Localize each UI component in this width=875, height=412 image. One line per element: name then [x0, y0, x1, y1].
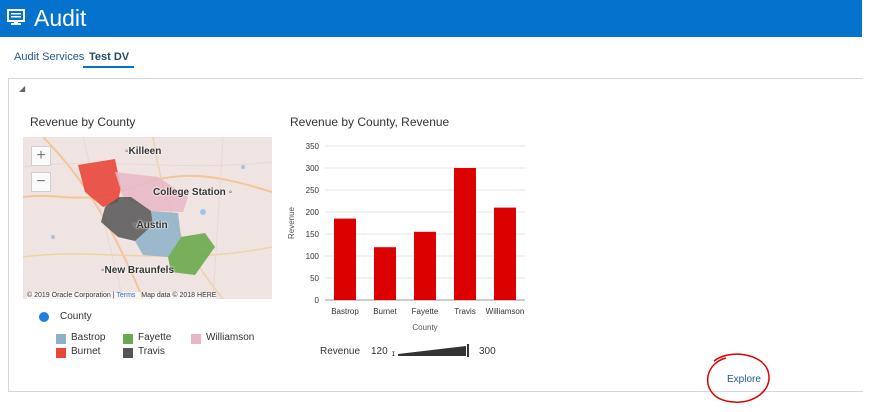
- bar-bastrop[interactable]: [334, 218, 356, 300]
- red-circle-annotation: [706, 353, 770, 403]
- county-travis[interactable]: [101, 197, 153, 241]
- app-header: Audit: [0, 0, 862, 37]
- legend-county-icon: [39, 312, 49, 322]
- legend-swatch-williamson: [191, 334, 201, 344]
- county-fayette[interactable]: [168, 233, 215, 275]
- county-burnet[interactable]: [78, 159, 121, 207]
- bar-travis[interactable]: [454, 168, 476, 300]
- x-tick-label: Burnet: [373, 307, 397, 316]
- active-tab-indicator: [83, 66, 134, 68]
- explore-link[interactable]: Explore: [727, 374, 761, 385]
- legend-item-fayette[interactable]: Fayette: [138, 332, 172, 343]
- legend-swatch-fayette: [123, 334, 133, 344]
- range-min: 120: [371, 346, 388, 357]
- tab-audit-services[interactable]: Audit Services: [14, 51, 85, 63]
- bar-burnet[interactable]: [374, 247, 396, 300]
- y-tick-label: 150: [306, 230, 320, 239]
- app-title: Audit: [34, 5, 87, 31]
- legend-item-bastrop[interactable]: Bastrop: [71, 332, 106, 343]
- y-tick-label: 200: [306, 208, 320, 217]
- y-tick-label: 0: [315, 296, 320, 305]
- y-tick-label: 300: [306, 164, 320, 173]
- legend-swatch-bastrop: [56, 334, 66, 344]
- map-title: Revenue by County: [30, 115, 136, 129]
- range-slider[interactable]: ɪ: [392, 344, 472, 358]
- legend-swatch-travis: [123, 348, 133, 358]
- range-wedge: [398, 346, 466, 356]
- legend-item-williamson[interactable]: Williamson: [206, 332, 255, 343]
- legend-swatch-burnet: [56, 348, 66, 358]
- tab-test-dv[interactable]: Test DV: [89, 51, 130, 63]
- range-handle-min[interactable]: ɪ: [392, 349, 395, 358]
- legend-item-travis[interactable]: Travis: [138, 346, 165, 357]
- bar-williamson[interactable]: [494, 207, 516, 300]
- tab-bar: Audit Services Test DV: [0, 37, 862, 72]
- zoom-in-button[interactable]: +: [31, 146, 51, 166]
- legend-title: County: [60, 311, 92, 322]
- map-copyright: © 2019 Oracle Corporation: [27, 292, 111, 299]
- x-tick-label: Williamson: [486, 307, 525, 316]
- map-city-new-braunfels: ◦New Braunfels: [101, 265, 175, 276]
- map-attribution: © 2019 Oracle Corporation | Terms Map da…: [27, 292, 217, 299]
- y-tick-label: 100: [306, 252, 320, 261]
- county-shapes: [78, 159, 215, 275]
- x-tick-label: Fayette: [412, 307, 439, 316]
- range-max: 300: [479, 346, 496, 357]
- zoom-out-button[interactable]: −: [31, 172, 51, 192]
- x-tick-label: Travis: [454, 307, 475, 316]
- y-tick-label: 50: [310, 274, 319, 283]
- range-label: Revenue: [320, 346, 361, 357]
- map-data-credit: Map data © 2018 HERE: [141, 292, 217, 299]
- map-view[interactable]: ◦Killeen College Station ◦ ◦Austin ◦New …: [23, 137, 272, 299]
- y-axis-label: Revenue: [287, 206, 296, 239]
- x-tick-label: Bastrop: [331, 307, 359, 316]
- range-handle-max[interactable]: [467, 344, 469, 357]
- x-axis-label: County: [412, 323, 437, 332]
- monitor-icon: [7, 9, 25, 25]
- y-tick-label: 350: [306, 142, 320, 151]
- bar-fayette[interactable]: [414, 231, 436, 300]
- map-city-killeen: ◦Killeen: [125, 146, 162, 157]
- map-city-austin: ◦Austin: [133, 220, 168, 231]
- map-terms-link[interactable]: Terms: [116, 292, 136, 299]
- legend-item-burnet[interactable]: Burnet: [71, 346, 101, 357]
- y-tick-label: 250: [306, 186, 320, 195]
- map-city-college-station: College Station ◦: [153, 187, 233, 198]
- collapse-icon[interactable]: ◢: [19, 84, 26, 93]
- chart-title: Revenue by County, Revenue: [290, 115, 450, 129]
- county-bastrop[interactable]: [135, 211, 181, 257]
- bar-chart: 0 50 100 150 200 250 300 350 Bastrop Burnet Fayett…: [287, 142, 525, 332]
